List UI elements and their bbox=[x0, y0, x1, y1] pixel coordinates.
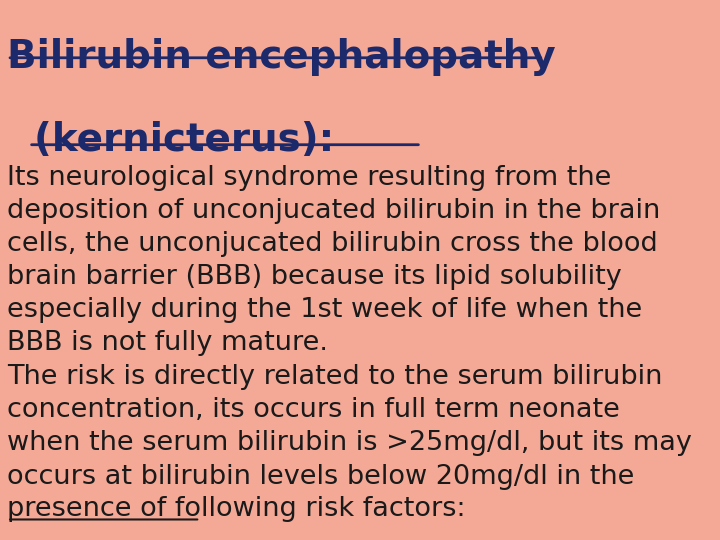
Text: The risk is directly related to the serum bilirubin
concentration, its occurs in: The risk is directly related to the seru… bbox=[7, 364, 692, 523]
Text: (kernicterus):: (kernicterus): bbox=[7, 122, 335, 159]
Text: Its neurological syndrome resulting from the
deposition of unconjucated bilirubi: Its neurological syndrome resulting from… bbox=[7, 165, 660, 356]
Text: Bilirubin encephalopathy: Bilirubin encephalopathy bbox=[7, 38, 570, 76]
